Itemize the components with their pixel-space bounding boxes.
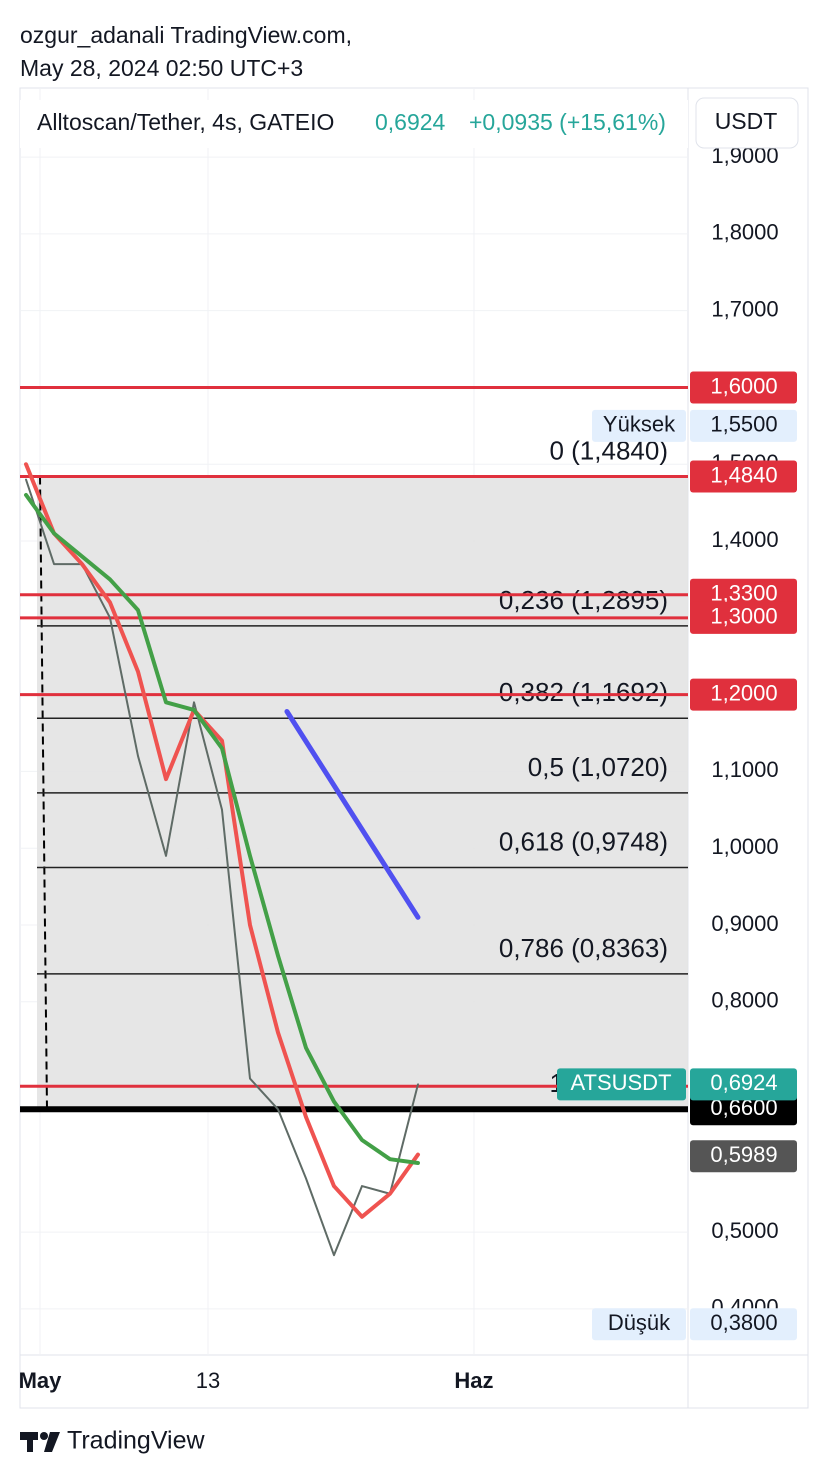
low-text: Düşük [608, 1310, 671, 1335]
overlay: Alltoscan/Tether, 4s, GATEIO 0,6924 +0,0… [20, 97, 799, 1455]
price-tag-box [690, 1068, 797, 1101]
x-tick-label: Haz [454, 1368, 493, 1393]
plot: 1,90001,80001,70001,50001,40001,10001,00… [19, 88, 797, 1393]
author: ozgur_adanali TradingView.com, [20, 22, 352, 48]
last-price: 0,6924 [375, 109, 446, 135]
high-text: Yüksek [603, 412, 676, 437]
fib-label: 0,5 (1,0720) [528, 752, 668, 782]
low-label: 0,3800 [710, 1310, 777, 1335]
symbol-tag: ATSUSDT [570, 1070, 671, 1095]
y-tick-label: 1,4000 [711, 527, 778, 552]
level-label: 1,3000 [710, 604, 777, 629]
y-tick-label: 1,0000 [711, 834, 778, 859]
y-tick-label: 1,1000 [711, 757, 778, 782]
symbol-tag-box [557, 1068, 686, 1101]
y-tick-label: 0,8000 [711, 988, 778, 1013]
y-tick-label: 1,7000 [711, 296, 778, 321]
high-label: 1,5500 [710, 412, 777, 437]
price-change: +0,0935 (+15,61%) [469, 109, 666, 135]
level-box [690, 601, 797, 634]
price-tag-label: 0,6924 [710, 1070, 777, 1095]
level-box [690, 678, 797, 711]
trend-line [284, 709, 421, 920]
level-label: 1,6000 [710, 373, 777, 398]
y-tick-label: 0,9000 [711, 911, 778, 936]
price-line [24, 492, 420, 1166]
fib-label: 0,236 (1,2895) [499, 585, 668, 615]
y-tick-label: 1,8000 [711, 220, 778, 245]
currency[interactable]: USDT [715, 108, 778, 134]
frame [19, 87, 809, 1409]
currency-box[interactable] [695, 97, 799, 149]
level-label: 1,4840 [710, 462, 777, 487]
price-tag-label: 0,5989 [710, 1142, 777, 1167]
high-box [690, 409, 797, 442]
symbol-title: Alltoscan/Tether, 4s, GATEIO [37, 109, 334, 135]
y-tick-label: 0,5000 [711, 1218, 778, 1243]
tv-logo [20, 1432, 60, 1452]
level-box [690, 1093, 797, 1126]
x-tick-label: 13 [196, 1368, 220, 1393]
timestamp: May 28, 2024 02:50 UTC+3 [20, 55, 303, 81]
level-label: 1,2000 [710, 680, 777, 705]
high-text-box [592, 409, 686, 442]
price-line [24, 462, 420, 1219]
fib-label: 0,382 (1,1692) [499, 677, 668, 707]
low-box [690, 1308, 797, 1341]
legend-bg [20, 100, 688, 148]
price-tag-box [690, 1140, 797, 1173]
level-label: 1,3300 [710, 581, 777, 606]
level-box [690, 460, 797, 493]
level-box [690, 371, 797, 404]
fib-label: 0,618 (0,9748) [499, 826, 668, 856]
fib-label: 0,786 (0,8363) [499, 933, 668, 963]
footer-brand: TradingView [67, 1427, 206, 1455]
x-tick-label: May [19, 1368, 63, 1393]
low-text-box [592, 1308, 686, 1341]
